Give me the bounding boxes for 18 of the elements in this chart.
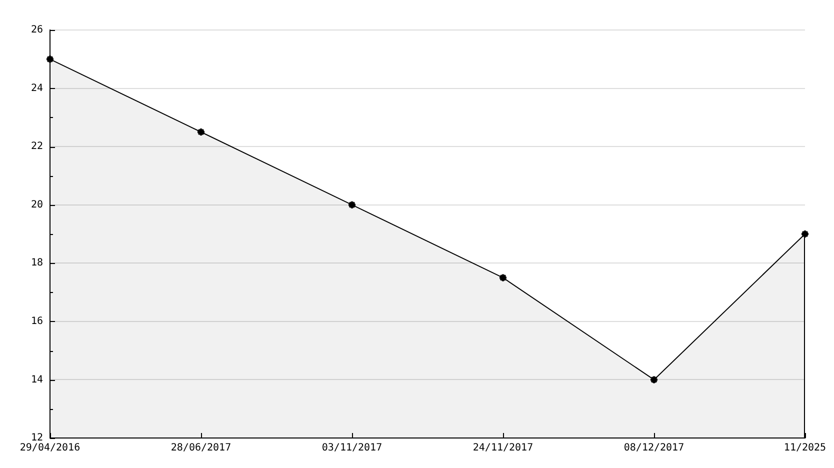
y-tick-label: 24 — [30, 82, 43, 94]
point — [348, 200, 356, 210]
x-tick-label: 24/11/2017 — [472, 442, 534, 454]
point — [196, 128, 206, 136]
y-tick-label: 16 — [30, 316, 43, 328]
x-tick-label: 03/11/2017 — [322, 442, 382, 454]
y-tick-label: 22 — [30, 141, 43, 152]
x-tick-label: 11/2025 — [784, 442, 826, 454]
y-tick-label: 12 — [30, 432, 43, 444]
x-tick-label: 28/06/2017 — [170, 442, 232, 454]
y-tick-label: 26 — [30, 24, 43, 36]
point — [498, 273, 508, 282]
point — [650, 375, 658, 384]
y-tick-label: 20 — [30, 199, 43, 210]
y-tick-label: 14 — [30, 374, 43, 386]
x-tick-label: 08/12/2017 — [624, 442, 684, 454]
x-tick-label: 29/04/2016 — [20, 442, 80, 454]
y-tick-label: 18 — [30, 258, 43, 269]
